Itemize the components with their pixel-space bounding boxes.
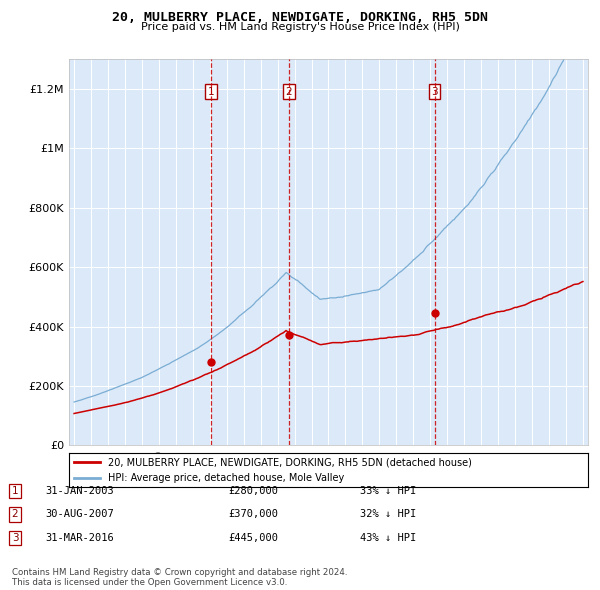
Text: 31-JAN-2003: 31-JAN-2003 bbox=[45, 486, 114, 496]
Text: 3: 3 bbox=[431, 87, 438, 97]
Text: £370,000: £370,000 bbox=[228, 510, 278, 519]
Text: 3: 3 bbox=[11, 533, 19, 543]
Text: 2: 2 bbox=[286, 87, 292, 97]
Text: £445,000: £445,000 bbox=[228, 533, 278, 543]
Text: HPI: Average price, detached house, Mole Valley: HPI: Average price, detached house, Mole… bbox=[108, 473, 344, 483]
Text: 1: 1 bbox=[208, 87, 214, 97]
Text: Contains HM Land Registry data © Crown copyright and database right 2024.
This d: Contains HM Land Registry data © Crown c… bbox=[12, 568, 347, 587]
Text: Price paid vs. HM Land Registry's House Price Index (HPI): Price paid vs. HM Land Registry's House … bbox=[140, 22, 460, 32]
Text: 31-MAR-2016: 31-MAR-2016 bbox=[45, 533, 114, 543]
Text: 43% ↓ HPI: 43% ↓ HPI bbox=[360, 533, 416, 543]
Text: 2: 2 bbox=[11, 510, 19, 519]
Text: 30-AUG-2007: 30-AUG-2007 bbox=[45, 510, 114, 519]
Text: 20, MULBERRY PLACE, NEWDIGATE, DORKING, RH5 5DN: 20, MULBERRY PLACE, NEWDIGATE, DORKING, … bbox=[112, 11, 488, 24]
Text: 20, MULBERRY PLACE, NEWDIGATE, DORKING, RH5 5DN (detached house): 20, MULBERRY PLACE, NEWDIGATE, DORKING, … bbox=[108, 457, 472, 467]
Text: 33% ↓ HPI: 33% ↓ HPI bbox=[360, 486, 416, 496]
Text: £280,000: £280,000 bbox=[228, 486, 278, 496]
Text: 1: 1 bbox=[11, 486, 19, 496]
Text: 32% ↓ HPI: 32% ↓ HPI bbox=[360, 510, 416, 519]
